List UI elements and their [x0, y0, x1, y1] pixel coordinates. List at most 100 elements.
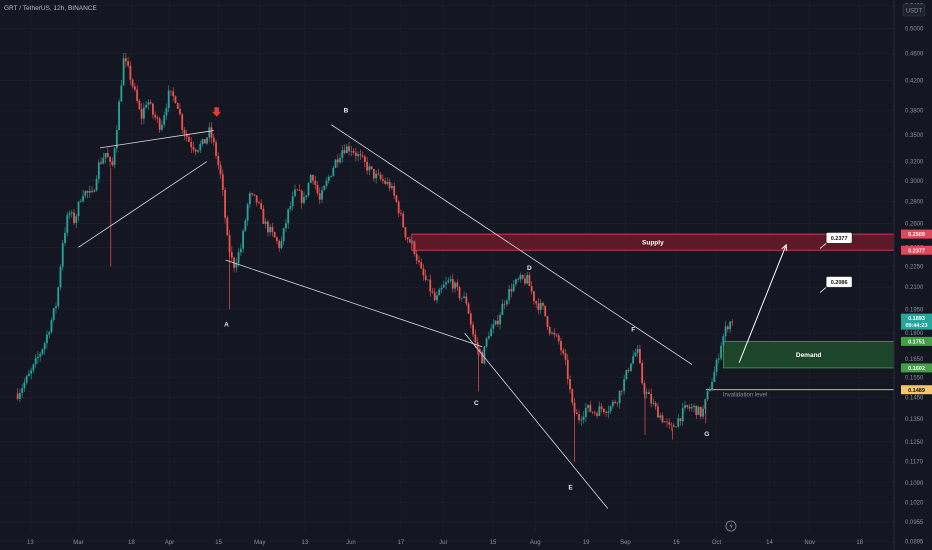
- candle-body-257: [596, 413, 598, 416]
- candle-body-92: [224, 189, 226, 218]
- candle-body-298: [688, 406, 691, 409]
- candle-body-91: [221, 174, 224, 190]
- candle-body-136: [323, 185, 326, 191]
- candle-body-250: [580, 419, 583, 421]
- candle-body-108: [260, 203, 263, 209]
- candle-body-317: [731, 321, 734, 323]
- candle-body-181: [424, 275, 427, 280]
- candle-body-164: [386, 181, 389, 184]
- candle-body-302: [697, 406, 700, 416]
- candle-body-206: [481, 352, 483, 364]
- candle-body-270: [625, 370, 628, 380]
- candle-body-223: [519, 275, 522, 280]
- candle-body-98: [237, 252, 240, 264]
- candle-body-210: [490, 328, 493, 337]
- candle-body-247: [573, 402, 576, 413]
- candle-body-120: [287, 209, 290, 224]
- candle-body-95: [230, 252, 233, 258]
- candle-body-179: [420, 262, 423, 269]
- candle-body-214: [499, 315, 502, 325]
- candle-body-229: [533, 291, 535, 302]
- candle-body-307: [708, 390, 711, 392]
- candle-body-277: [641, 363, 644, 384]
- candle-body-165: [388, 181, 391, 189]
- y-tick-20: 0.1170: [905, 460, 924, 466]
- candle-body-32: [88, 190, 91, 193]
- candle-body-11: [41, 349, 44, 354]
- y-tick-13: 0.1950: [905, 307, 924, 313]
- candle-body-111: [267, 221, 269, 233]
- candle-body-102: [246, 204, 249, 221]
- candle-body-20: [61, 242, 64, 267]
- candle-body-83: [203, 139, 206, 144]
- candle-body-201: [469, 313, 472, 325]
- currency-button[interactable]: USDT: [902, 3, 926, 17]
- candle-body-110: [264, 221, 267, 224]
- candle-body-7: [32, 364, 35, 371]
- candle-body-246: [571, 389, 574, 403]
- candle-body-159: [375, 173, 378, 179]
- candle-body-107: [257, 202, 260, 204]
- candle-body-283: [654, 403, 657, 407]
- price-badge-pointer-1: [819, 287, 827, 293]
- candle-body-65: [163, 115, 166, 125]
- candle-body-87: [212, 137, 215, 143]
- candle-body-60: [152, 103, 154, 115]
- candle-body-76: [188, 136, 190, 142]
- candle-body-162: [381, 179, 384, 181]
- candle-body-19: [59, 266, 62, 288]
- candle-body-311: [717, 358, 720, 360]
- candle-body-40: [106, 152, 109, 158]
- candle-body-269: [623, 379, 626, 392]
- candle-body-84: [206, 137, 208, 144]
- demand-zone: [723, 340, 895, 369]
- x-tick-8: 17: [398, 540, 405, 546]
- candle-body-314: [724, 326, 727, 337]
- candle-body-200: [467, 303, 470, 314]
- candle-body-313: [722, 336, 725, 346]
- candle-body-282: [652, 403, 655, 404]
- lightning-icon[interactable]: [725, 520, 737, 532]
- candle-body-21: [64, 232, 66, 243]
- candle-body-145: [343, 150, 346, 154]
- candle-body-58: [147, 102, 150, 105]
- candle-body-202: [472, 324, 474, 335]
- price-axis[interactable]: 0.54000.50000.46000.42000.38000.35000.32…: [901, 3, 932, 546]
- candle-body-281: [650, 393, 653, 404]
- candle-body-308: [711, 382, 713, 391]
- wave-label-F: F: [631, 326, 635, 333]
- candle-body-49: [127, 61, 130, 66]
- candle-body-14: [48, 332, 51, 335]
- candle-body-127: [303, 197, 305, 203]
- candle-body-236: [548, 327, 551, 334]
- candle-body-24: [70, 212, 73, 214]
- candle-body-193: [451, 279, 454, 289]
- candle-body-50: [129, 65, 132, 80]
- candle-body-304: [702, 408, 704, 417]
- candle-body-275: [636, 348, 639, 353]
- wave-label-G: G: [704, 431, 709, 438]
- currency-label: USDT: [906, 8, 923, 14]
- candle-body-305: [704, 399, 707, 409]
- candle-body-118: [282, 228, 285, 242]
- x-tick-1: Mar: [73, 540, 83, 546]
- candle-body-78: [192, 147, 195, 150]
- candle-body-186: [436, 295, 438, 301]
- trendline-4: [464, 332, 609, 509]
- candle-body-233: [542, 302, 544, 306]
- candle-body-296: [684, 405, 686, 409]
- candle-body-157: [370, 166, 373, 169]
- candle-body-54: [138, 101, 141, 109]
- y-tick-15: 0.1650: [905, 357, 924, 363]
- candle-body-42: [111, 161, 114, 166]
- time-axis[interactable]: 13 Mar 18 Apr 15 May 13 Jun 17 Jul 15 Aug 19 Sep 16 Oct…: [27, 540, 864, 546]
- candle-body-9: [37, 356, 39, 359]
- candle-body-272: [629, 363, 632, 372]
- candle-body-182: [427, 279, 429, 281]
- candle-body-187: [438, 289, 441, 296]
- candle-body-199: [465, 296, 468, 304]
- candle-body-158: [372, 168, 375, 179]
- candle-body-144: [341, 150, 344, 158]
- y-tick-18: 0.1350: [905, 417, 924, 423]
